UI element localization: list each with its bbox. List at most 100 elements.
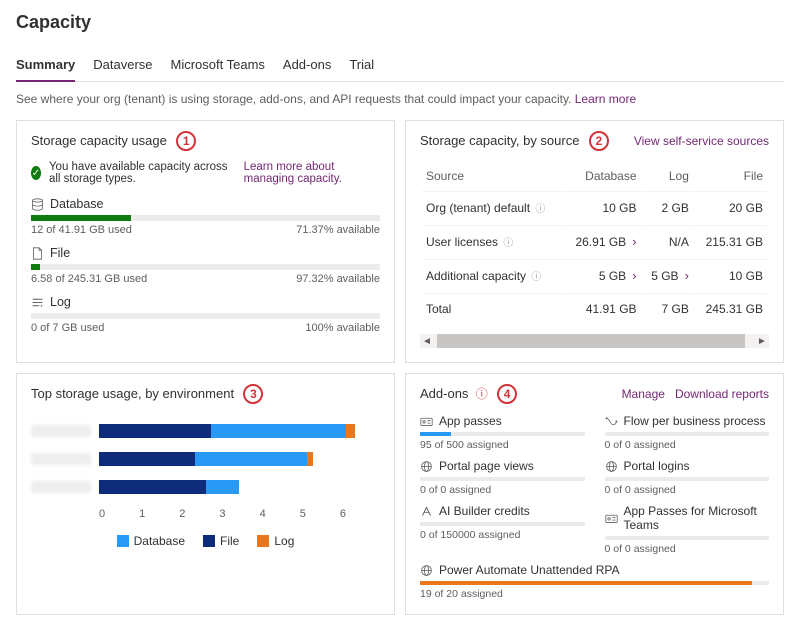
addon-portal-logins: Portal logins0 of 0 assigned [605,459,770,496]
addon-track [605,432,770,436]
addon-meta: 0 of 0 assigned [420,484,585,496]
tab-dataverse[interactable]: Dataverse [93,51,152,81]
callout-3: 3 [243,384,263,404]
page-title: Capacity [16,12,784,33]
flow-icon [605,415,618,428]
log-icon [31,296,44,309]
bar-chart [31,414,380,494]
avail-text: 97.32% available [296,273,380,285]
col-header: Log [643,163,693,189]
addon-track [420,522,585,526]
tab-microsoft-teams[interactable]: Microsoft Teams [171,51,265,81]
used-text: 6.58 of 245.31 GB used [31,273,147,285]
bar-segment [99,424,211,438]
legend-label: File [220,534,239,548]
pass-icon [605,512,618,525]
scroll-left-icon[interactable]: ◄ [420,336,434,347]
log-cell: N/A [643,225,693,257]
scroll-right-icon[interactable]: ► [755,336,769,347]
addon-app-passes: App passes 95 of 500 assigned [420,414,585,451]
horizontal-scrollbar[interactable]: ◄ ► [420,334,769,348]
storage-by-source-card: Storage capacity, by source 2 View self-… [405,120,784,363]
subtitle-text: See where your org (tenant) is using sto… [16,92,575,106]
checkmark-icon: ✓ [31,166,41,180]
axis-tick: 4 [260,508,300,520]
addon-title: Portal page views [439,459,534,473]
scroll-thumb[interactable] [437,334,744,348]
addon-fill [420,581,752,585]
callout-1: 1 [176,131,196,151]
addon-title: Power Automate Unattended RPA [439,563,620,577]
self-service-link[interactable]: View self-service sources [634,134,769,148]
storage-usage-card: Storage capacity usage 1 ✓ You have avai… [16,120,395,363]
database-icon [31,198,44,211]
source-cell: User licenses ⓘ [422,225,562,257]
info-icon[interactable]: ⓘ [535,204,545,215]
chart-row [31,452,380,466]
bar-segment [195,452,307,466]
bar-segment [99,452,195,466]
bar-segment [346,424,354,438]
chart-legend: DatabaseFileLog [31,534,380,548]
globe-icon [420,460,433,473]
table-row: User licenses ⓘ26.91 GB›N/A215.31 GB [422,225,767,257]
addon-track [420,477,585,481]
addon-portal-page-views: Portal page views 0 of 0 assigned [420,459,585,496]
table-row: Org (tenant) default ⓘ10 GB2 GB20 GB [422,191,767,223]
addon-meta: 95 of 500 assigned [420,439,585,451]
learn-more-link[interactable]: Learn more [575,92,636,106]
download-reports-link[interactable]: Download reports [675,387,769,401]
tab-add-ons[interactable]: Add-ons [283,51,331,81]
legend-label: Database [134,534,185,548]
legend-swatch [203,535,215,547]
tab-summary[interactable]: Summary [16,51,75,82]
used-text: 0 of 7 GB used [31,322,104,334]
addon-meta: 19 of 20 assigned [420,588,769,600]
source-cell: Additional capacity ⓘ [422,259,562,291]
bar-segment [99,480,206,494]
info-icon[interactable]: ⓘ [531,272,541,283]
progress-fill [31,264,40,270]
callout-4: 4 [497,384,517,404]
axis-tick: 0 [99,508,139,520]
top-usage-card: Top storage usage, by environment 3 0123… [16,373,395,615]
addon-title: App Passes for Microsoft Teams [624,504,770,532]
col-header: File [695,163,767,189]
chevron-right-icon[interactable]: › [632,268,636,283]
addon-title: App passes [439,414,502,428]
tab-bar: Summary Dataverse Microsoft Teams Add-ons Tr… [16,51,784,82]
source-cell: Total [422,293,562,324]
db-cell: 41.91 GB [564,293,640,324]
info-icon[interactable]: ⓘ [503,238,513,249]
tab-trial[interactable]: Trial [349,51,374,81]
axis-tick: 3 [219,508,259,520]
info-icon[interactable]: ⓘ [476,387,488,401]
storage-label: File [50,246,70,260]
card-title: Top storage usage, by environment [31,386,234,401]
storage-label: Database [50,197,104,211]
bar-segment [211,424,346,438]
chevron-right-icon[interactable]: › [685,268,689,283]
addon-title: Flow per business process [624,414,766,428]
storage-item-file: File 6.58 of 245.31 GB used 97.32% availab… [31,246,380,285]
env-label-blurred [31,453,91,465]
db-cell: 10 GB [564,191,640,223]
storage-item-database: Database12 of 41.91 GB used71.37% availa… [31,197,380,236]
db-cell: 26.91 GB› [564,225,640,257]
avail-text: 71.37% available [296,224,380,236]
progress-fill [31,215,131,221]
globe-icon [420,564,433,577]
addon-track [420,581,769,585]
addon-fill [420,432,451,436]
chevron-right-icon[interactable]: › [632,234,636,249]
addon-title: Portal logins [624,459,690,473]
storage-item-log: Log0 of 7 GB used100% available [31,295,380,334]
bar-segment [307,452,313,466]
globe-icon [605,460,618,473]
storage-label: Log [50,295,71,309]
callout-2: 2 [589,131,609,151]
addon-title: AI Builder credits [439,504,530,518]
manage-capacity-link[interactable]: Learn more about managing capacity. [244,161,380,185]
manage-link[interactable]: Manage [622,387,665,401]
card-title: Add-ons [420,386,468,401]
